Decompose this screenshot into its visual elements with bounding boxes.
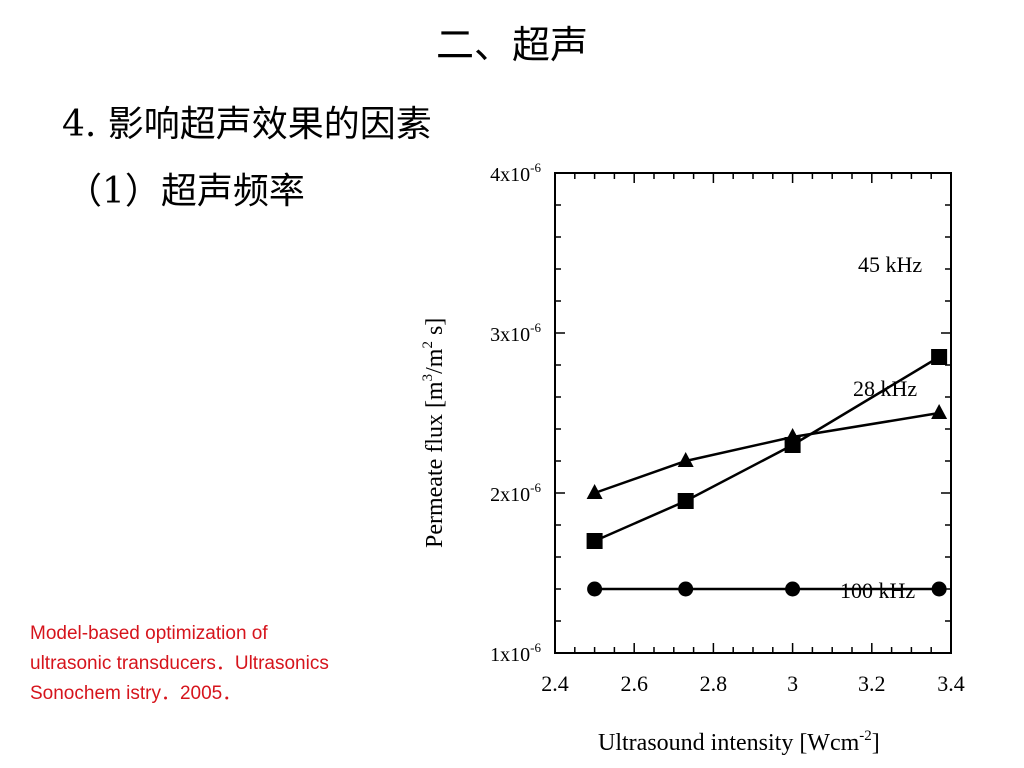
data-point-triangle bbox=[677, 452, 694, 467]
data-point-circle bbox=[785, 581, 801, 597]
y-tick-label: 3x10-6 bbox=[490, 320, 541, 346]
y-axis-label-text: Permeate flux [m bbox=[422, 381, 448, 548]
x-tick-label: 3 bbox=[787, 671, 798, 696]
slide-title: 二、超声 bbox=[435, 23, 588, 67]
y-tick-label: 4x10-6 bbox=[490, 160, 541, 186]
x-tick-label: 3.4 bbox=[937, 671, 965, 696]
x-tick-label: 3.2 bbox=[858, 671, 886, 696]
data-point-square bbox=[931, 349, 948, 365]
y-axis-label-sup1: 3 bbox=[420, 374, 436, 382]
x-axis-label-sup: -2 bbox=[859, 728, 872, 744]
x-tick-label: 2.8 bbox=[700, 671, 728, 696]
flux-chart: 2.4 2.6 2.8 3 3.2 3.4 1x10-6 2x10-6 3x10-6 4x10-6… bbox=[420, 160, 965, 756]
tick-labels: 2.4 2.6 2.8 3 3.2 3.4 1x10-6 2x10-6 3x10-6 4x10-6 bbox=[490, 160, 965, 696]
data-point-triangle bbox=[784, 428, 801, 443]
x-axis-label-end: ] bbox=[872, 730, 880, 756]
data-point-circle bbox=[587, 581, 603, 597]
series-label-28khz: 28 kHz bbox=[853, 376, 917, 401]
x-axis-label-text: Ultrasound intensity [Wcm bbox=[598, 730, 860, 756]
axis-ticks bbox=[554, 172, 952, 654]
data-point-square bbox=[677, 493, 694, 509]
citation: Model-based optimization of ultrasonic t… bbox=[30, 619, 420, 709]
series-markers bbox=[586, 349, 948, 597]
y-axis-label-end: s] bbox=[422, 318, 448, 341]
citation-line-1: Model-based optimization of bbox=[30, 623, 268, 644]
data-point-square bbox=[586, 533, 603, 549]
series-label-100khz: 100 kHz bbox=[840, 578, 915, 603]
y-axis-label-sup2: 2 bbox=[420, 341, 436, 349]
x-axis-label: Ultrasound intensity [Wcm-2] bbox=[598, 728, 880, 756]
y-tick-label: 1x10-6 bbox=[490, 640, 541, 666]
y-tick-label: 2x10-6 bbox=[490, 480, 541, 506]
series-label-45khz: 45 kHz bbox=[858, 252, 922, 277]
y-axis-label-mid: /m bbox=[422, 348, 448, 374]
x-tick-label: 2.4 bbox=[541, 671, 569, 696]
data-point-triangle bbox=[586, 484, 603, 499]
series-line-triangle bbox=[594, 411, 940, 495]
y-axis-label: Permeate flux [m3/m2 s] bbox=[420, 318, 448, 548]
x-tick-label: 2.6 bbox=[620, 671, 648, 696]
subsection-heading: （1）超声频率 bbox=[66, 171, 305, 212]
series-line-square bbox=[594, 355, 940, 543]
series-lines bbox=[594, 355, 940, 591]
citation-line-2: ultrasonic transducers．Ultrasonics bbox=[30, 653, 329, 674]
section-heading: 4. 影响超声效果的因素 bbox=[62, 104, 432, 145]
data-point-triangle bbox=[931, 404, 948, 419]
data-point-circle bbox=[931, 581, 947, 597]
data-point-circle bbox=[678, 581, 694, 597]
citation-line-3: Sonochem istry．2005． bbox=[30, 683, 242, 704]
